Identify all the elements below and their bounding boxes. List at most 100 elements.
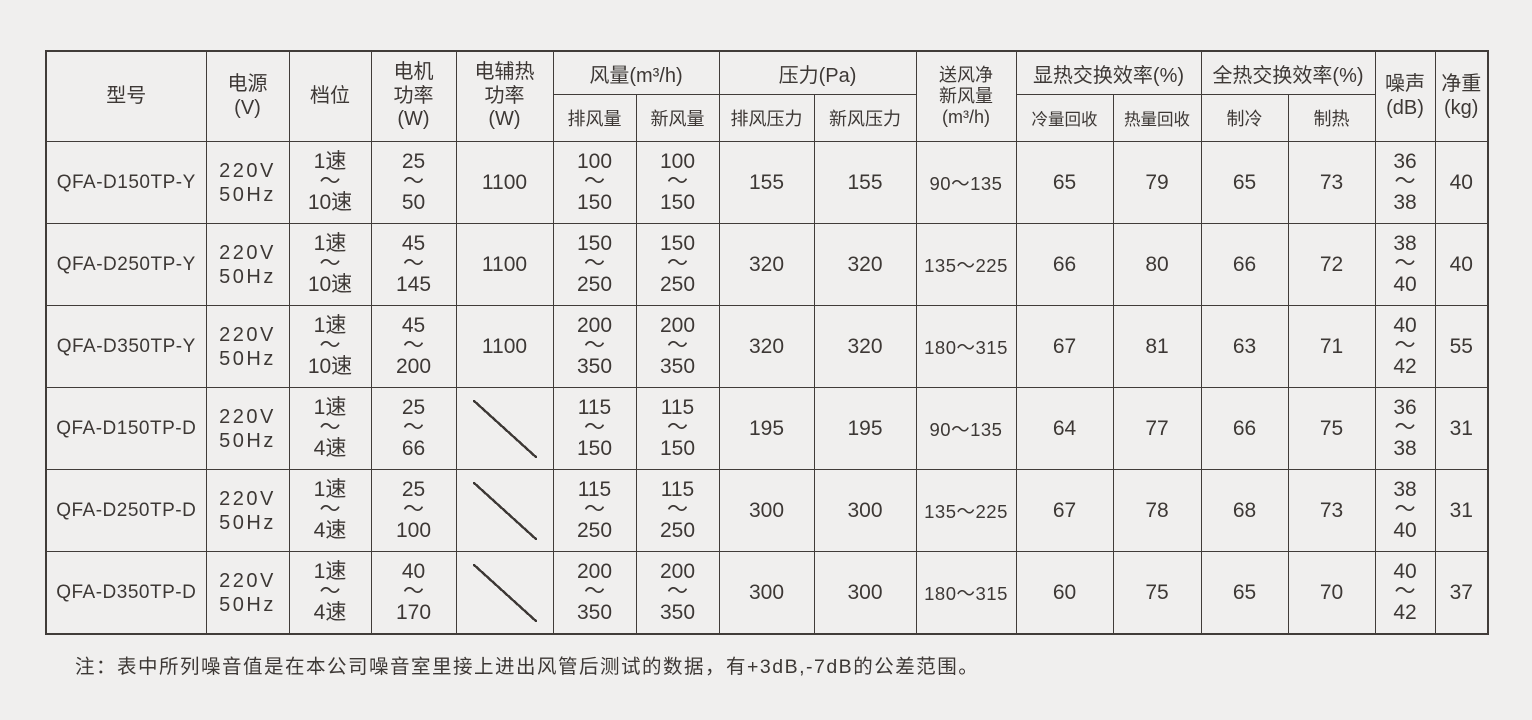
col-header-gear: 档位 [288,50,372,142]
cell-heating: 71 [1287,305,1376,388]
cell-motor: 25 ～ 100 [370,469,457,552]
cell-heat-rec: 78 [1112,469,1202,552]
col-header-noise: 噪声 (dB) [1374,50,1436,142]
cell-aux: 1100 [455,223,554,306]
cell-weight: 37 [1434,551,1489,635]
col-header-fresh-pressure: 新风压力 [813,94,917,142]
cell-cool-rec: 65 [1015,141,1114,224]
cell-aux [455,469,554,552]
table-row: QFA-D350TP-Y 220V 50Hz 1速 ～ 10速 45 ～ 200 110… [45,305,1489,388]
cell-heating: 75 [1287,387,1376,470]
cell-noise: 40 ～ 42 [1374,551,1436,635]
cell-power: 220V 50Hz [205,141,290,224]
cell-power: 220V 50Hz [205,305,290,388]
cell-heat-rec: 81 [1112,305,1202,388]
cell-heat-rec: 80 [1112,223,1202,306]
cell-fresh-vol: 115 ～ 150 [635,387,720,470]
cell-model: QFA-D350TP-Y [45,305,207,388]
cell-weight: 40 [1434,223,1489,306]
cell-fresh-pres: 320 [813,305,917,388]
cell-cool-rec: 64 [1015,387,1114,470]
cell-noise: 36 ～ 38 [1374,141,1436,224]
cell-fresh-vol: 150 ～ 250 [635,223,720,306]
cell-heating: 73 [1287,141,1376,224]
cell-motor: 25 ～ 66 [370,387,457,470]
cell-weight: 31 [1434,469,1489,552]
cell-weight: 40 [1434,141,1489,224]
cell-model: QFA-D250TP-Y [45,223,207,306]
col-header-exhaust-pressure: 排风压力 [718,94,815,142]
cell-cool-rec: 67 [1015,469,1114,552]
cell-noise: 40 ～ 42 [1374,305,1436,388]
col-header-heat-recovery: 热量回收 [1112,94,1202,142]
cell-gear: 1速 ～ 4速 [288,469,372,552]
cell-heat-rec: 77 [1112,387,1202,470]
table-row: QFA-D150TP-D 220V 50Hz 1速 ～ 4速 25 ～ 66 115 ～… [45,387,1489,470]
footnote-text: 注：表中所列噪音值是在本公司噪音室里接上进出风管后测试的数据，有+3dB,-7d… [75,656,980,678]
cell-aux: 1100 [455,305,554,388]
cell-noise: 38 ～ 40 [1374,469,1436,552]
cell-net-fresh: 180～315 [915,551,1017,635]
cell-power: 220V 50Hz [205,469,290,552]
col-header-cooling: 制冷 [1200,94,1289,142]
cell-net-fresh: 135～225 [915,469,1017,552]
table-row: QFA-D250TP-D 220V 50Hz 1速 ～ 4速 25 ～ 100 115 … [45,469,1489,552]
cell-motor: 40 ～ 170 [370,551,457,635]
slash-mark [472,481,537,540]
cell-model: QFA-D250TP-D [45,469,207,552]
cell-motor: 45 ～ 200 [370,305,457,388]
slash-mark [472,563,537,622]
cell-aux [455,387,554,470]
cell-cooling: 68 [1200,469,1289,552]
cell-exhaust-vol: 115 ～ 150 [552,387,637,470]
cell-cool-rec: 67 [1015,305,1114,388]
cell-fresh-vol: 200 ～ 350 [635,305,720,388]
cell-gear: 1速 ～ 4速 [288,551,372,635]
cell-heating: 73 [1287,469,1376,552]
cell-fresh-pres: 195 [813,387,917,470]
cell-model: QFA-D150TP-Y [45,141,207,224]
col-header-heating: 制热 [1287,94,1376,142]
table-row: QFA-D350TP-D 220V 50Hz 1速 ～ 4速 40 ～ 170 200 … [45,551,1489,635]
cell-exhaust-pres: 300 [718,551,815,635]
cell-cool-rec: 60 [1015,551,1114,635]
cell-fresh-pres: 300 [813,551,917,635]
cell-exhaust-vol: 100 ～ 150 [552,141,637,224]
cell-gear: 1速 ～ 10速 [288,141,372,224]
cell-fresh-vol: 100 ～ 150 [635,141,720,224]
table-body: QFA-D150TP-Y 220V 50Hz 1速 ～ 10速 25 ～ 50 1100… [45,141,1489,635]
cell-exhaust-pres: 320 [718,305,815,388]
cell-net-fresh: 90～135 [915,387,1017,470]
cell-power: 220V 50Hz [205,223,290,306]
cell-fresh-pres: 300 [813,469,917,552]
cell-cool-rec: 66 [1015,223,1114,306]
cell-noise: 36 ～ 38 [1374,387,1436,470]
cell-cooling: 65 [1200,141,1289,224]
table-row: QFA-D250TP-Y 220V 50Hz 1速 ～ 10速 45 ～ 145 110… [45,223,1489,306]
cell-cooling: 63 [1200,305,1289,388]
col-group-sensible-efficiency: 显热交换效率(%) [1015,50,1202,95]
cell-heating: 72 [1287,223,1376,306]
cell-power: 220V 50Hz [205,551,290,635]
cell-cooling: 66 [1200,387,1289,470]
slash-mark [472,399,537,458]
col-header-power-supply: 电源 (V) [205,50,290,142]
cell-motor: 25 ～ 50 [370,141,457,224]
cell-exhaust-pres: 155 [718,141,815,224]
cell-fresh-vol: 200 ～ 350 [635,551,720,635]
col-header-exhaust-volume: 排风量 [552,94,637,142]
col-group-pressure: 压力(Pa) [718,50,917,95]
col-group-total-efficiency: 全热交换效率(%) [1200,50,1376,95]
cell-motor: 45 ～ 145 [370,223,457,306]
cell-weight: 55 [1434,305,1489,388]
cell-exhaust-pres: 320 [718,223,815,306]
cell-net-fresh: 135～225 [915,223,1017,306]
cell-exhaust-vol: 150 ～ 250 [552,223,637,306]
cell-cooling: 65 [1200,551,1289,635]
cell-aux: 1100 [455,141,554,224]
cell-gear: 1速 ～ 4速 [288,387,372,470]
col-header-net-fresh-air: 送风净 新风量 (m³/h) [915,50,1017,142]
cell-heat-rec: 79 [1112,141,1202,224]
cell-noise: 38 ～ 40 [1374,223,1436,306]
